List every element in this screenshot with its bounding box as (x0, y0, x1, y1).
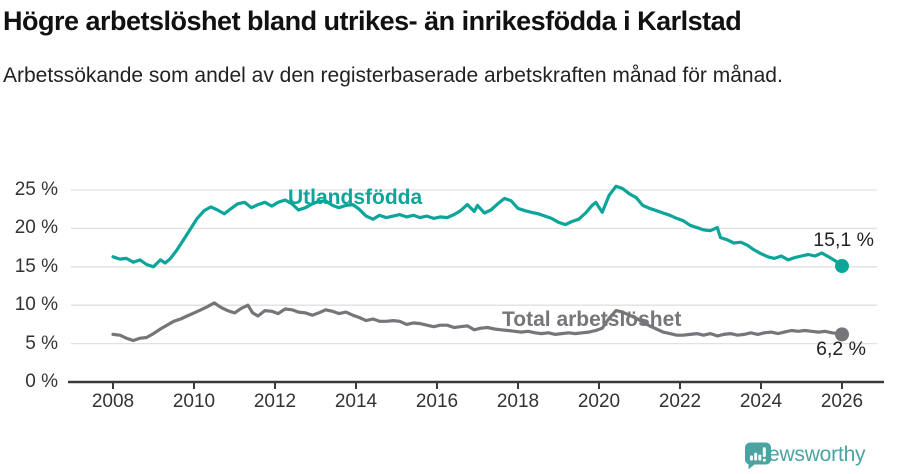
y-axis-label: 0 % (25, 371, 58, 392)
x-axis-label: 2020 (577, 391, 621, 412)
series-label: Utlandsfödda (288, 186, 423, 209)
newsworthy-logo: Newsworthy (744, 441, 866, 469)
y-axis-label: 5 % (25, 332, 58, 354)
series-end-dot (835, 327, 849, 342)
chart-subtitle: Arbetssökande som andel av den registerb… (3, 64, 783, 87)
x-axis-label: 2018 (496, 391, 540, 412)
x-axis-label: 2024 (739, 391, 783, 412)
chart-title: Högre arbetslöshet bland utrikes- än inr… (3, 6, 742, 36)
y-axis-label: 20 % (14, 217, 58, 239)
series-end-value-label: 15,1 % (813, 229, 874, 251)
x-axis-label: 2008 (91, 391, 135, 412)
newsworthy-wordmark: Newsworthy (753, 443, 866, 466)
series-label: Total arbetslöshet (502, 308, 682, 331)
series-line (111, 184, 844, 269)
y-axis-label: 10 % (14, 294, 58, 316)
newsworthy-bubble-barchart-icon (745, 442, 771, 469)
series-end-value-label: 6,2 % (816, 338, 866, 360)
x-axis-label: 2016 (415, 391, 459, 412)
x-axis-label: 2022 (658, 391, 702, 412)
x-axis-label: 2014 (334, 391, 378, 412)
x-axis-label: 2012 (253, 391, 297, 412)
series-end-dot (835, 259, 849, 274)
y-axis-label: 15 % (14, 255, 58, 277)
y-axis-label: 25 % (14, 179, 58, 200)
x-axis-label: 2010 (172, 391, 216, 412)
x-axis-label: 2026 (820, 391, 864, 412)
series-line (111, 301, 844, 343)
